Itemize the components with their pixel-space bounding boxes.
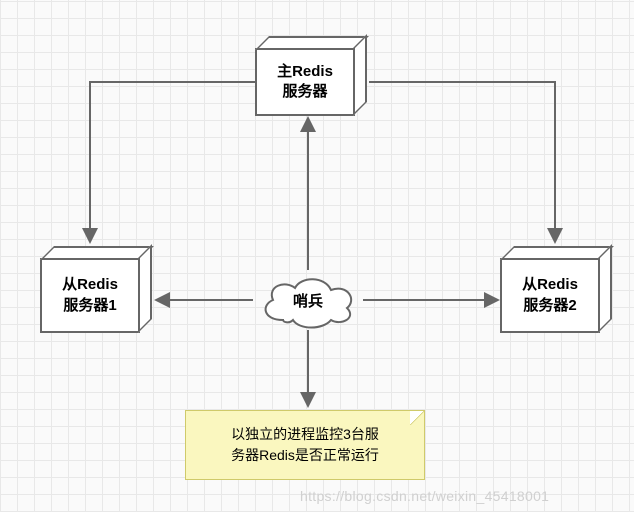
slave-redis-server-2: 从Redis服务器2 xyxy=(500,258,600,333)
edge-master-slave2 xyxy=(369,82,555,242)
note-sticky: 以独立的进程监控3台服务器Redis是否正常运行 xyxy=(185,410,425,480)
slave2-label: 从Redis服务器2 xyxy=(522,275,578,316)
note-fold-icon xyxy=(410,411,424,425)
slave1-label: 从Redis服务器1 xyxy=(62,275,118,316)
slave-redis-server-1: 从Redis服务器1 xyxy=(40,258,140,333)
edge-master-slave1 xyxy=(90,82,255,242)
grid-canvas: 主Redis服务器 从Redis服务器1 从Redis服务器2 哨兵 以独立的进… xyxy=(0,0,634,512)
sentinel-label: 哨兵 xyxy=(293,290,323,311)
watermark-text: https://blog.csdn.net/weixin_45418001 xyxy=(300,488,549,504)
note-label: 以独立的进程监控3台服务器Redis是否正常运行 xyxy=(231,424,379,466)
sentinel-cloud: 哨兵 xyxy=(253,270,363,330)
master-redis-server: 主Redis服务器 xyxy=(255,48,355,116)
master-label: 主Redis服务器 xyxy=(277,62,333,103)
